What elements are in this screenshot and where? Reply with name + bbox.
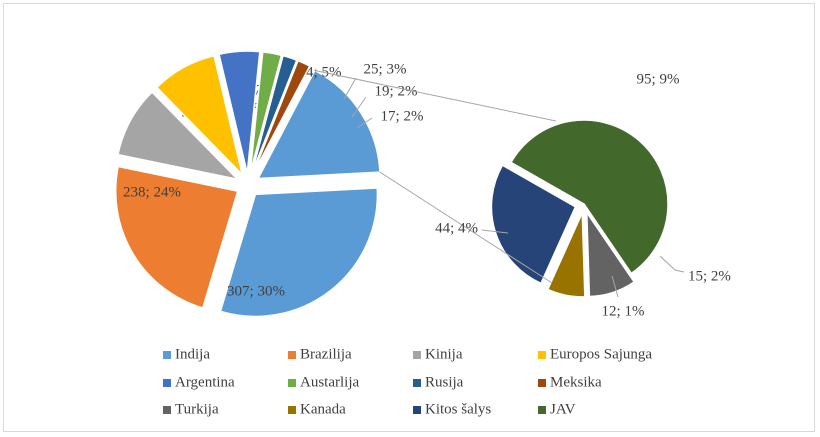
- legend-swatch-austarlija: [288, 379, 296, 387]
- legend-label-kitos-salys: Kitos šalys: [425, 401, 491, 417]
- legend-swatch-jav: [538, 406, 546, 414]
- sub-pie-slice-kitos-salys: [490, 164, 577, 285]
- data-label-austarlija: 25; 3%: [364, 61, 407, 77]
- sub-leader-line-kanada: [611, 275, 619, 298]
- sub-pie-slice-turkija: [585, 210, 636, 298]
- data-label-rusija: 19; 2%: [375, 83, 418, 99]
- legend-swatch-brazilija: [288, 351, 296, 359]
- legend-swatch-kinija: [413, 351, 421, 359]
- leader-line-austarlija: [343, 77, 357, 100]
- leader-line-meksika: [356, 117, 373, 129]
- legend-label-rusija: Rusija: [425, 374, 464, 390]
- sub-data-label-jav: 95; 9%: [637, 71, 680, 87]
- pie-slice-other-aggregate: [256, 69, 381, 180]
- connector-line-bottom: [379, 171, 553, 284]
- sub-data-label-kanada: 12; 1%: [602, 303, 645, 319]
- legend-swatch-kitos-salys: [413, 406, 421, 414]
- leader-line-rusija: [351, 96, 367, 118]
- sub-leader-line-kitos-salys: [481, 229, 509, 234]
- legend-label-indija: Indija: [175, 346, 210, 362]
- legend-swatch-europos-sajunga: [538, 351, 546, 359]
- sub-leader-line-turkija: [659, 255, 685, 273]
- sub-pie-slice-jav: [509, 119, 669, 275]
- legend-label-europos-sajunga: Europos Sajunga: [550, 346, 652, 362]
- data-label-brazilija: 238; 24%: [123, 184, 181, 200]
- legend-label-brazilija: Brazilija: [300, 346, 352, 362]
- sub-pie-slice-kanada: [546, 212, 586, 298]
- sub-data-label-turkija: 15; 2%: [688, 268, 731, 284]
- legend-label-meksika: Meksika: [550, 374, 602, 390]
- data-label-meksika: 17; 2%: [381, 108, 424, 124]
- pie-slice-brazilija: [114, 165, 239, 309]
- pie-slice-indija: [219, 187, 379, 318]
- legend-label-turkija: Turkija: [175, 401, 219, 417]
- legend-label-austarlija: Austarlija: [300, 374, 359, 390]
- legend-swatch-argentina: [163, 379, 171, 387]
- sub-data-label-kitos-salys: 44; 4%: [435, 220, 478, 236]
- connector-line-top: [314, 70, 557, 122]
- legend-swatch-turkija: [163, 406, 171, 414]
- legend-label-kinija: Kinija: [425, 346, 463, 362]
- legend-swatch-rusija: [413, 379, 421, 387]
- legend-label-kanada: Kanada: [300, 401, 346, 417]
- legend-swatch-meksika: [538, 379, 546, 387]
- pie-slice-rusija: [251, 54, 298, 174]
- pie-slice-meksika: [252, 59, 311, 175]
- legend-swatch-indija: [163, 351, 171, 359]
- legend-swatch-kanada: [288, 406, 296, 414]
- pie-slice-europos-sajunga: [155, 54, 244, 177]
- legend-label-argentina: Argentina: [175, 374, 235, 390]
- pie-slice-austarlija: [249, 51, 283, 174]
- pie-slice-argentina: [218, 50, 261, 174]
- data-label-indija: 307; 30%: [227, 283, 285, 299]
- pie-slice-kinija: [117, 91, 240, 181]
- legend-label-jav: JAV: [550, 401, 576, 417]
